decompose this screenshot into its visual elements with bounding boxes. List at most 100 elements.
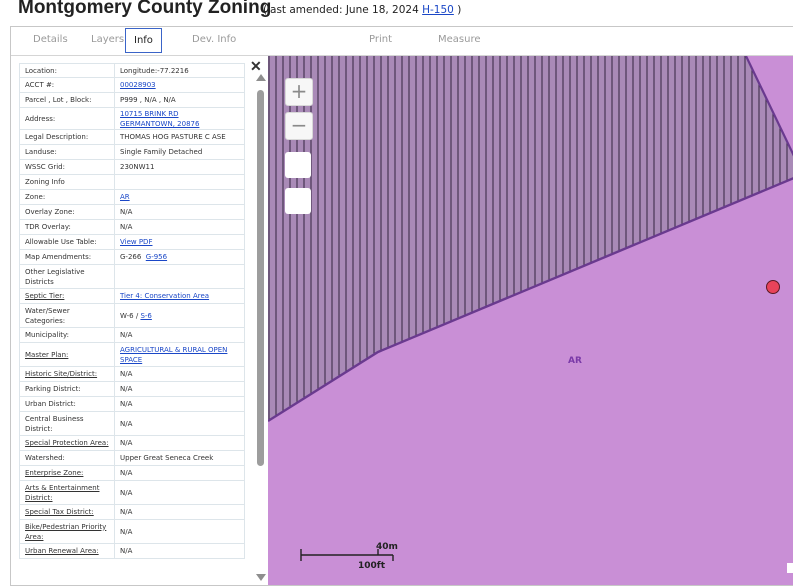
info-key-text: Map Amendments: — [25, 253, 92, 261]
tab-measure[interactable]: Measure — [438, 34, 481, 45]
info-row-key: Address: — [19, 107, 115, 130]
info-row-key: Allowable Use Table: — [19, 234, 115, 250]
info-key-text: Urban Renewal Area: — [25, 547, 99, 555]
scroll-up-icon[interactable] — [256, 74, 266, 81]
info-row-value: N/A — [114, 204, 245, 220]
info-value-text: N/A — [120, 469, 133, 477]
info-row: Allowable Use Table: View PDF — [19, 234, 245, 250]
info-key-text: Address: — [25, 114, 56, 123]
info-row-value: N/A — [114, 219, 245, 235]
info-value-text: Longitude:-77.2216 — [120, 66, 189, 75]
info-row-value: G-266 G-956 — [114, 249, 245, 265]
info-value-text: THOMAS HOG PASTURE C ASE — [120, 133, 226, 141]
scroll-down-icon[interactable] — [256, 574, 266, 581]
scrollbar-thumb[interactable] — [257, 90, 264, 466]
scrollbar[interactable] — [256, 74, 266, 581]
info-row-key: TDR Overlay: — [19, 219, 115, 235]
info-row-key: Parking District: — [19, 381, 115, 397]
info-row-value: N/A — [114, 543, 245, 559]
info-value-link[interactable]: Tier 4: Conservation Area — [120, 292, 210, 300]
info-row: Address: 10715 BRINK RD GERMANTOWN, 20876 — [19, 107, 245, 130]
info-key-text: Septic Tier: — [25, 292, 65, 300]
info-row: Urban Renewal Area: N/A — [19, 543, 245, 559]
info-row: Bike/Pedestrian Priority Area: N/A — [19, 519, 245, 544]
info-key-text: Special Protection Area: — [25, 439, 109, 447]
info-row-value: N/A — [114, 519, 245, 544]
info-row-value: 10715 BRINK RD GERMANTOWN, 20876 — [114, 107, 245, 130]
info-row: Master Plan: AGRICULTURAL & RURAL OPEN SP… — [19, 342, 245, 367]
info-value-link[interactable]: G-956 — [145, 253, 168, 261]
info-row-key: Map Amendments: — [19, 249, 115, 265]
info-key-text: Zoning Info — [25, 178, 65, 186]
info-panel: ✕ Location: Longitude:-77.2216 ACCT #: 0002… — [11, 56, 268, 585]
page-title: Montgomery County Zoning — [18, 0, 272, 18]
info-row: Parking District: N/A — [19, 381, 245, 397]
tab-details[interactable]: Details — [33, 34, 68, 45]
zoom-out-button[interactable]: − — [285, 112, 313, 140]
tab-bar: Details Layers Info Dev. Info Print Meas… — [11, 27, 793, 56]
info-row: Overlay Zone: N/A — [19, 204, 245, 220]
tab-dev-info[interactable]: Dev. Info — [192, 34, 237, 45]
info-value-text: N/A — [120, 547, 133, 555]
map-tool-button[interactable] — [285, 188, 311, 214]
info-row: Water/Sewer Categories: W-6 / S-6 — [19, 303, 245, 328]
info-key-text: Landuse: — [25, 148, 57, 156]
info-value-link[interactable]: S-6 — [140, 311, 152, 320]
scale-imperial-label: 100ft — [358, 561, 386, 571]
info-key-text: Special Tax District: — [25, 508, 94, 516]
info-row-key: Other Legislative Districts — [19, 264, 115, 289]
info-value-text: N/A — [120, 331, 133, 339]
map-canvas — [268, 56, 793, 561]
info-key-text: Parcel , Lot , Block: — [25, 96, 92, 104]
info-key-text: Watershed: — [25, 454, 65, 462]
info-key-text: Municipality: — [25, 331, 70, 339]
info-value-text: N/A — [120, 223, 133, 231]
parcel-boundary-line — [268, 177, 793, 423]
info-key-text: Urban District: — [25, 400, 76, 408]
app-window: Details Layers Info Dev. Info Print Meas… — [10, 26, 793, 586]
zoom-in-button[interactable]: + — [285, 78, 313, 106]
info-row-value: N/A — [114, 504, 245, 520]
info-value-text: Single Family Detached — [120, 148, 203, 156]
info-row: Central Business District: N/A — [19, 411, 245, 436]
info-row: Location: Longitude:-77.2216 — [19, 63, 245, 78]
attribution-corner — [787, 563, 793, 573]
property-info-table: Location: Longitude:-77.2216 ACCT #: 000289… — [19, 63, 245, 559]
tab-layers[interactable]: Layers — [91, 34, 125, 45]
info-key-text: Overlay Zone: — [25, 208, 75, 216]
info-value-link[interactable]: 10715 BRINK RD GERMANTOWN, 20876 — [120, 109, 200, 128]
info-key-text: Allowable Use Table: — [25, 238, 97, 246]
info-row: Landuse: Single Family Detached — [19, 144, 245, 160]
scale-bar — [300, 549, 394, 561]
tab-info[interactable]: Info — [125, 28, 162, 53]
info-row: Septic Tier: Tier 4: Conservation Area — [19, 288, 245, 304]
info-value-link[interactable]: 00028903 — [120, 81, 156, 89]
info-row-value: N/A — [114, 396, 245, 412]
info-value-separator: / — [133, 311, 141, 320]
info-value-link[interactable]: AR — [120, 193, 130, 201]
map-tool-button[interactable] — [285, 152, 311, 178]
info-row-value: N/A — [114, 327, 245, 343]
tab-print[interactable]: Print — [369, 34, 393, 45]
info-row-key: Historic Site/District: — [19, 366, 115, 382]
info-row-key: Legal Description: — [19, 129, 115, 145]
info-row-value — [114, 264, 245, 289]
info-row: Municipality: N/A — [19, 327, 245, 343]
close-icon[interactable]: ✕ — [250, 58, 262, 74]
info-value-link[interactable]: View PDF — [120, 238, 153, 246]
info-row: Other Legislative Districts — [19, 264, 245, 289]
info-key-text: Water/Sewer Categories: — [25, 306, 70, 325]
info-value-link[interactable]: AGRICULTURAL & RURAL OPEN SPACE — [120, 345, 228, 364]
info-row-key: Enterprise Zone: — [19, 465, 115, 481]
info-value-text: N/A — [120, 439, 133, 447]
info-row-value: N/A — [114, 435, 245, 451]
info-key-text: Other Legislative Districts — [25, 267, 85, 286]
info-row-value: N/A — [114, 465, 245, 481]
info-row-key: Central Business District: — [19, 411, 115, 436]
info-value-text: N/A — [120, 488, 133, 497]
amendment-link[interactable]: H-150 — [422, 4, 454, 16]
info-value-text: 230NW11 — [120, 163, 155, 171]
map-view[interactable]: + − AR 40m 100ft — [268, 56, 793, 585]
zone-map-label: AR — [568, 356, 582, 366]
info-value-text: N/A — [120, 527, 133, 536]
